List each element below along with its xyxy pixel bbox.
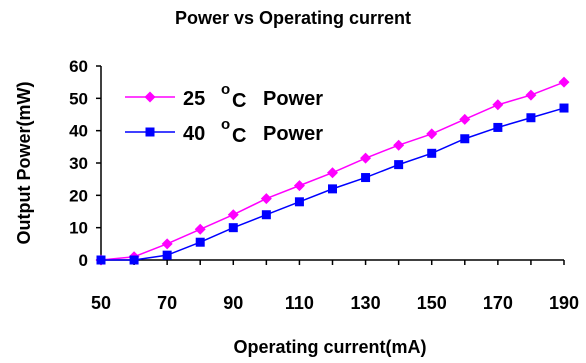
legend-item-40c-swatch-marker — [145, 127, 155, 137]
y-tick-label: 10 — [69, 219, 88, 238]
x-tick-label: 170 — [483, 293, 513, 313]
x-axis-label: Operating current(mA) — [233, 337, 426, 357]
y-tick-label: 60 — [69, 57, 88, 76]
series-25c-point — [161, 238, 173, 250]
series-40c-point — [294, 197, 304, 207]
y-tick-label: 30 — [69, 154, 88, 173]
series-40c-point — [328, 184, 337, 194]
series-25c-point — [360, 152, 372, 164]
series-25c-point — [393, 139, 405, 151]
series-25c-point — [327, 167, 338, 179]
legend-item-40c-temp: 40 — [183, 123, 205, 145]
y-tick-label: 50 — [69, 89, 88, 108]
x-tick-label: 150 — [417, 293, 447, 313]
series-25c-point — [227, 209, 239, 221]
legend-item-25c-swatch-marker — [144, 91, 156, 103]
series-25c-point — [558, 76, 570, 88]
series-40c-point — [493, 122, 503, 132]
x-tick-label: 70 — [157, 293, 177, 313]
series-25c-point — [492, 99, 504, 111]
legend-item-25c-unit: C — [232, 90, 246, 112]
plot-area: 0 10 20 30 40 50 60 50 70 90 110 130 150 170 190 — [69, 57, 579, 313]
y-tick-label: 40 — [69, 122, 88, 141]
series-25c-point — [459, 113, 471, 125]
legend-item-40c-degree: o — [221, 116, 230, 133]
x-tick-label: 190 — [549, 293, 579, 313]
series-40c-point — [228, 223, 238, 233]
series-40c-point — [460, 134, 470, 144]
series-40c-point — [261, 210, 271, 220]
series-25c-point — [426, 128, 438, 140]
series-25c-point — [260, 193, 272, 205]
x-tick-label: 50 — [91, 293, 111, 313]
series-25c-point — [194, 223, 206, 235]
series-40c-point — [129, 255, 139, 265]
legend-item-25c-degree: o — [221, 81, 230, 98]
y-tick-label: 0 — [79, 251, 88, 270]
series-40c-point — [394, 160, 404, 170]
legend-item-25c-word: Power — [263, 88, 323, 110]
series-40c-point — [195, 237, 205, 247]
legend-item-40c-word: Power — [263, 123, 323, 145]
x-tick-label: 130 — [351, 293, 381, 313]
series-40c-point — [361, 173, 371, 183]
series-40c-point — [526, 113, 536, 123]
series-40c-point — [427, 148, 437, 158]
series-25c-point — [293, 180, 305, 192]
legend-item-40c-unit: C — [232, 125, 246, 147]
y-tick-label: 20 — [69, 186, 88, 205]
x-tick-label: 110 — [285, 293, 314, 313]
y-axis-label: Output Power(mW) — [14, 82, 34, 245]
series-40c-point — [96, 255, 106, 265]
series-40c-point — [559, 103, 569, 113]
series-25c-point — [525, 89, 537, 101]
chart-title: Power vs Operating current — [175, 8, 411, 28]
x-tick-label: 90 — [223, 293, 243, 313]
series-40c-point — [162, 250, 172, 260]
legend-item-25c-temp: 25 — [183, 88, 205, 110]
